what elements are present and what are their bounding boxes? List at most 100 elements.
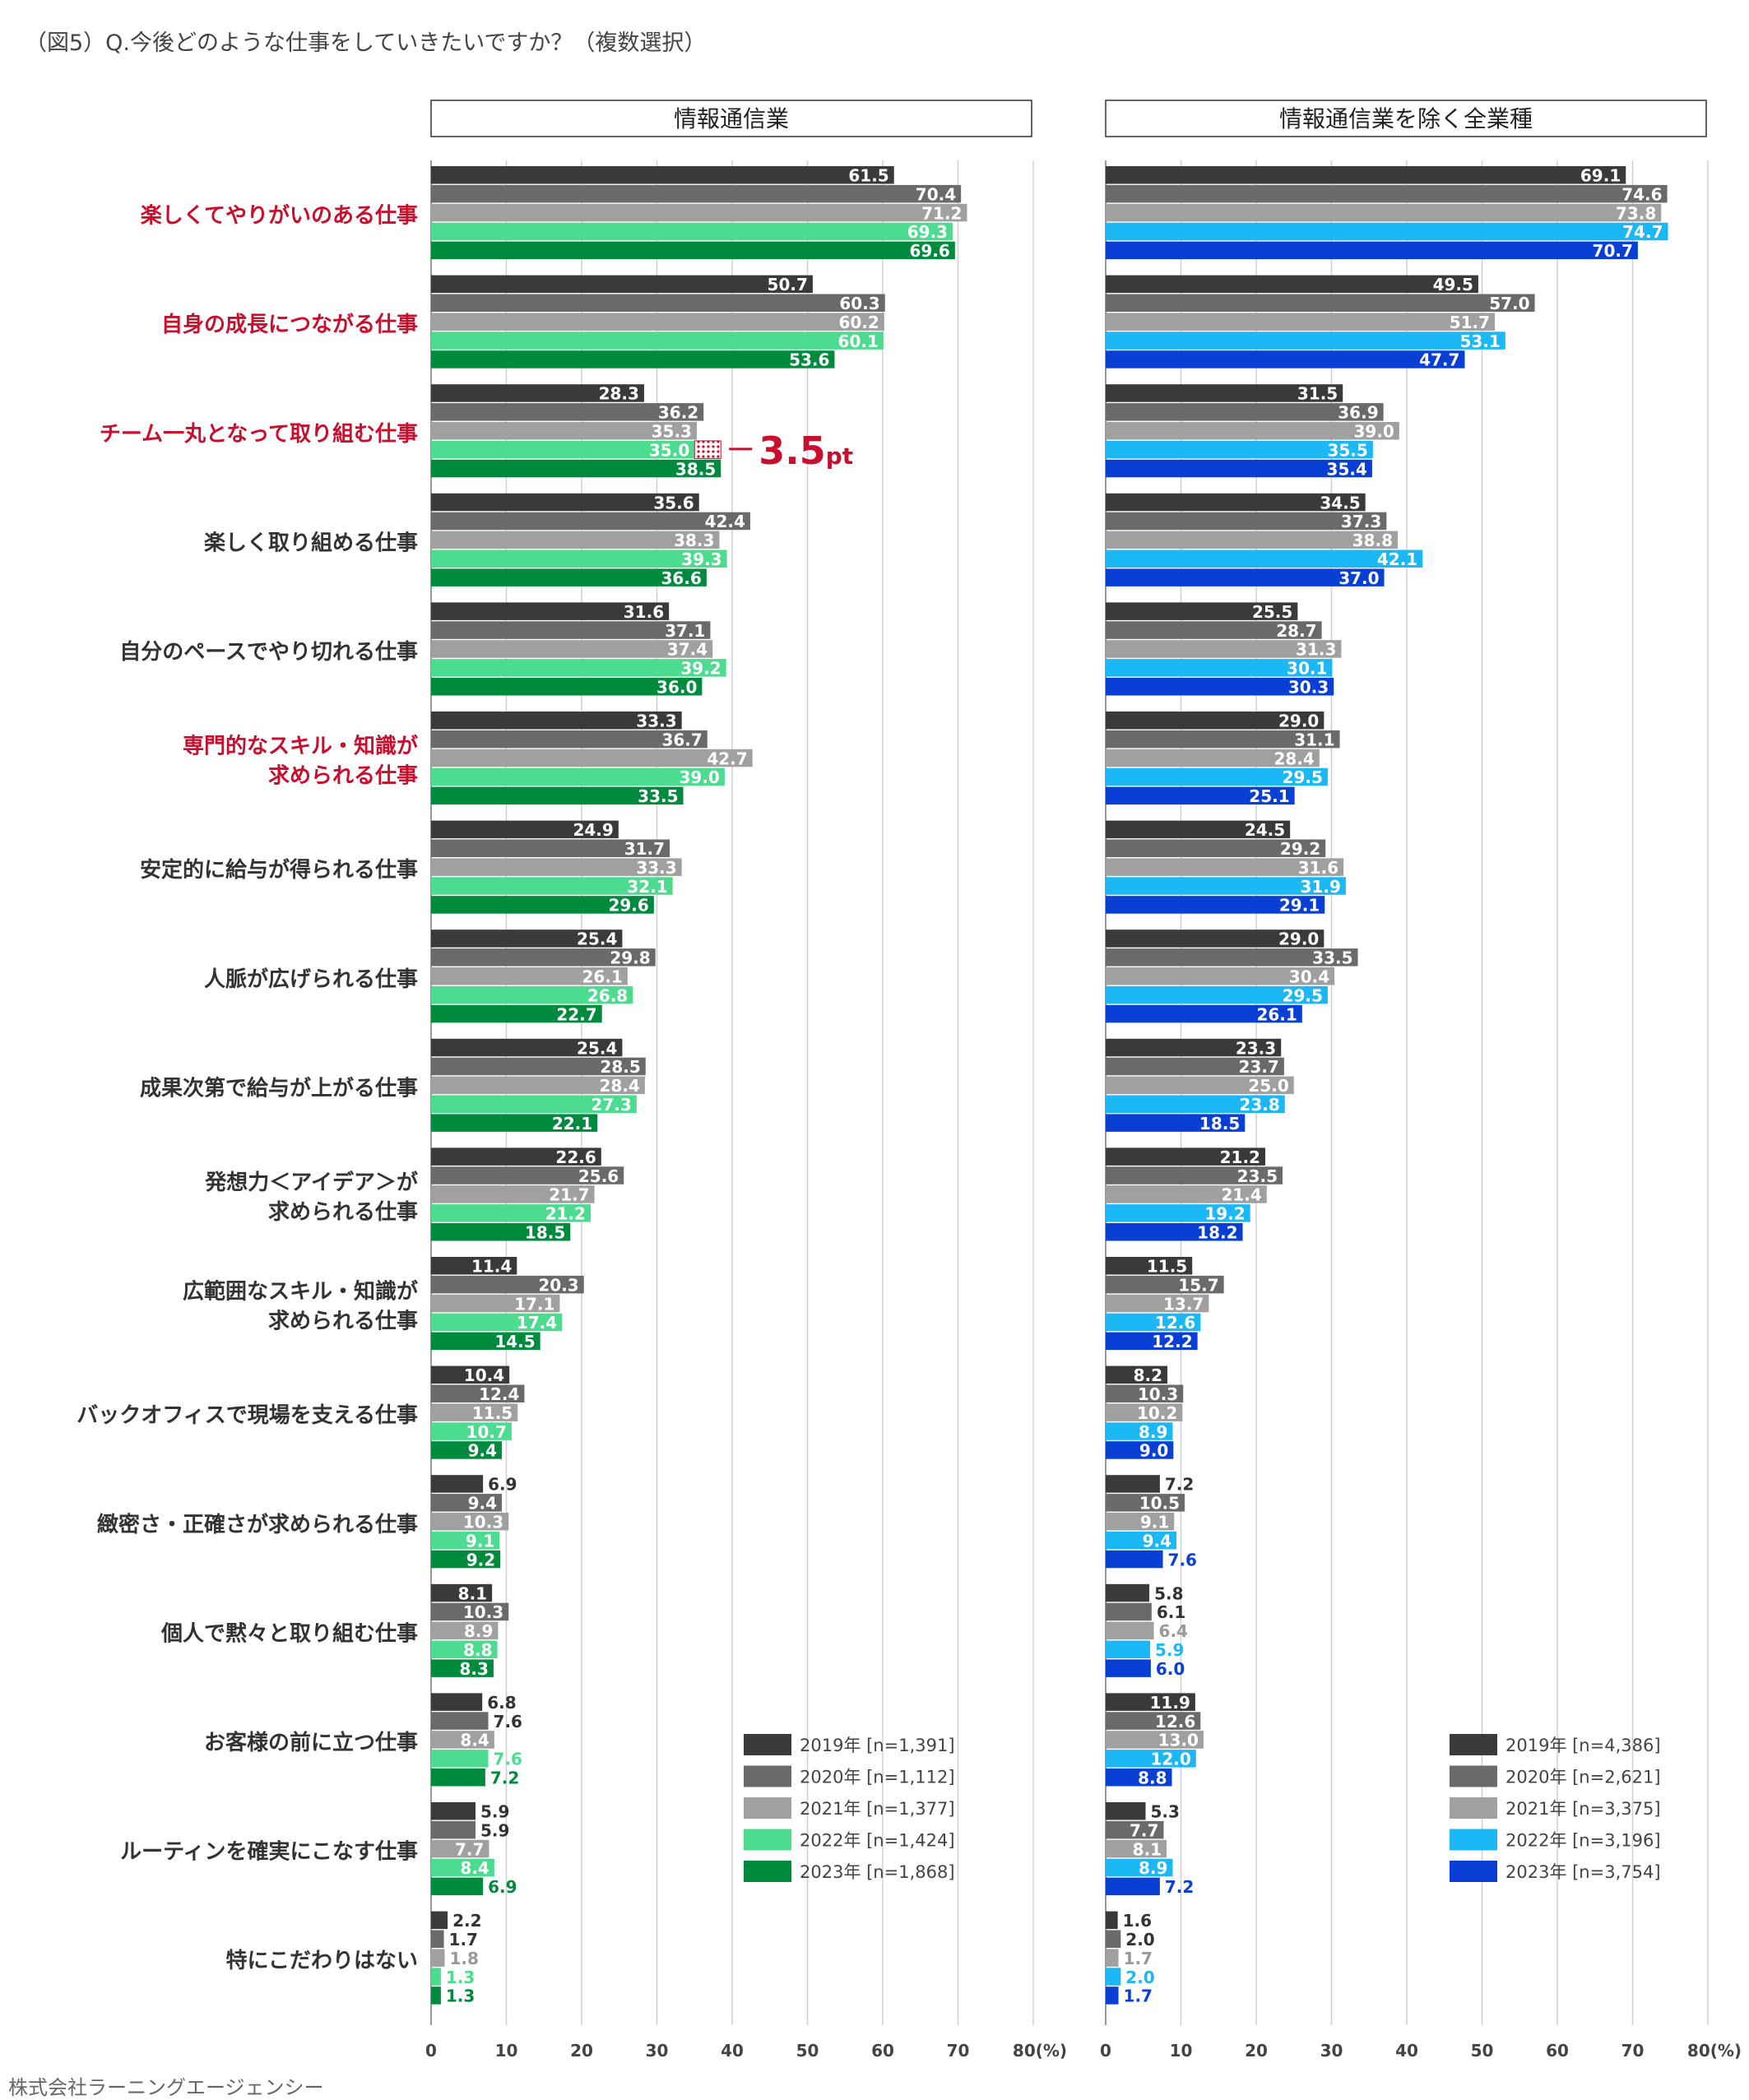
bar — [1106, 294, 1535, 312]
category-label: バックオフィスで現場を支える仕事 — [77, 1403, 418, 1428]
data-label: 33.3 — [636, 712, 676, 731]
data-label: 25.5 — [1252, 602, 1292, 622]
bar — [1106, 712, 1325, 730]
data-label: 9.1 — [1140, 1513, 1169, 1532]
data-label: 25.0 — [1248, 1076, 1288, 1096]
bar — [1106, 1750, 1196, 1768]
data-label: 28.3 — [599, 384, 639, 404]
data-label: 33.5 — [1312, 948, 1352, 968]
data-label: 39.0 — [679, 767, 719, 787]
category-label: 安定的に給与が得られる仕事 — [140, 857, 418, 883]
bar — [1106, 1422, 1173, 1440]
data-label: 37.0 — [1338, 568, 1379, 588]
data-label: 9.1 — [466, 1531, 494, 1551]
data-label: 37.1 — [665, 621, 705, 641]
bar — [431, 1930, 444, 1948]
bar — [1106, 896, 1325, 914]
x-tick-label: 10 — [1170, 2041, 1193, 2061]
bar — [1106, 948, 1358, 967]
data-label: 37.3 — [1341, 512, 1381, 531]
legend-swatch — [744, 1734, 791, 1755]
bar — [1106, 602, 1298, 620]
data-label: 29.0 — [1278, 712, 1319, 731]
category-label: 成果次第で給与が上がる仕事 — [140, 1075, 418, 1101]
data-label: 8.2 — [1134, 1365, 1162, 1385]
bar — [1106, 313, 1496, 331]
bar — [431, 730, 707, 749]
data-label: 28.5 — [600, 1057, 640, 1077]
category-label: 自分のペースでやり切れる仕事 — [119, 639, 418, 665]
bar — [431, 1038, 623, 1057]
data-label: 57.0 — [1489, 294, 1529, 313]
data-label: 35.6 — [653, 493, 694, 512]
data-label: 8.4 — [460, 1858, 489, 1878]
data-label: 10.3 — [463, 1602, 503, 1622]
bar — [431, 749, 753, 767]
data-label: 71.2 — [921, 203, 962, 223]
data-label: 18.5 — [1199, 1114, 1240, 1133]
data-label: 29.2 — [1280, 839, 1320, 859]
data-label: 24.5 — [1245, 820, 1285, 840]
data-label: 20.3 — [538, 1275, 578, 1295]
legend-label: 2021年 [n=3,375] — [1505, 1799, 1661, 1819]
legend-label: 2020年 [n=2,621] — [1505, 1768, 1661, 1787]
data-label: 8.3 — [460, 1659, 489, 1679]
bar — [1106, 858, 1344, 876]
bar — [1106, 1332, 1198, 1351]
bar — [431, 1877, 484, 1896]
bar — [1106, 422, 1399, 440]
data-label: 10.7 — [466, 1422, 507, 1442]
legend-label: 2022年 [n=3,196] — [1505, 1831, 1661, 1851]
bar — [1106, 1004, 1302, 1023]
bar — [1106, 493, 1366, 512]
data-label: 5.9 — [480, 1802, 509, 1822]
bar — [1106, 1057, 1284, 1076]
data-label: 8.1 — [458, 1583, 487, 1603]
bar — [1106, 1986, 1119, 2005]
data-label: 35.4 — [1327, 459, 1367, 479]
bar — [1106, 222, 1668, 241]
bar — [431, 678, 703, 696]
bar — [431, 331, 884, 350]
legend-swatch — [1450, 1734, 1497, 1755]
bar — [431, 1750, 489, 1768]
category-label: 楽しく取り組める仕事 — [204, 530, 418, 555]
legend-swatch — [1450, 1797, 1497, 1819]
x-tick-label: 60 — [871, 2041, 894, 2061]
data-label: 5.9 — [480, 1820, 509, 1840]
data-label: 69.1 — [1580, 166, 1621, 186]
bar — [1106, 1839, 1167, 1858]
category-label: お客様の前に立つ仕事 — [204, 1730, 418, 1755]
data-label: 26.1 — [1256, 1004, 1297, 1024]
x-tick-label: 40 — [1395, 2041, 1418, 2061]
data-label: 42.4 — [705, 512, 745, 531]
bar — [1106, 1294, 1209, 1313]
data-label: 39.3 — [681, 549, 721, 569]
x-tick-label: 20 — [570, 2041, 593, 2061]
category-label: 求められる仕事 — [268, 764, 418, 789]
category-label: 人脈が広げられる仕事 — [204, 967, 418, 992]
data-label: 1.7 — [1124, 1986, 1153, 2006]
data-label: 7.7 — [455, 1839, 484, 1859]
data-label: 1.3 — [446, 1986, 475, 2006]
data-label: 9.4 — [1143, 1531, 1171, 1551]
bar — [1106, 1257, 1193, 1275]
bar — [431, 1659, 494, 1677]
data-label: 15.7 — [1178, 1275, 1218, 1295]
data-label: 1.7 — [449, 1930, 478, 1949]
data-label: 35.0 — [649, 440, 689, 460]
category-label: 求められる仕事 — [268, 1200, 418, 1225]
data-label: 11.9 — [1150, 1693, 1190, 1713]
bar — [431, 275, 813, 294]
bar — [431, 1004, 602, 1023]
data-label: 7.6 — [494, 1750, 522, 1769]
legend-label: 2022年 [n=1,424] — [800, 1831, 955, 1851]
bar — [1106, 331, 1505, 350]
bar — [431, 1095, 637, 1113]
data-label: 10.3 — [1138, 1384, 1178, 1404]
bar — [431, 1475, 484, 1493]
data-label: 5.9 — [1155, 1640, 1184, 1660]
data-label: 61.5 — [848, 166, 888, 186]
bar — [1106, 1911, 1118, 1930]
bar — [431, 858, 682, 876]
